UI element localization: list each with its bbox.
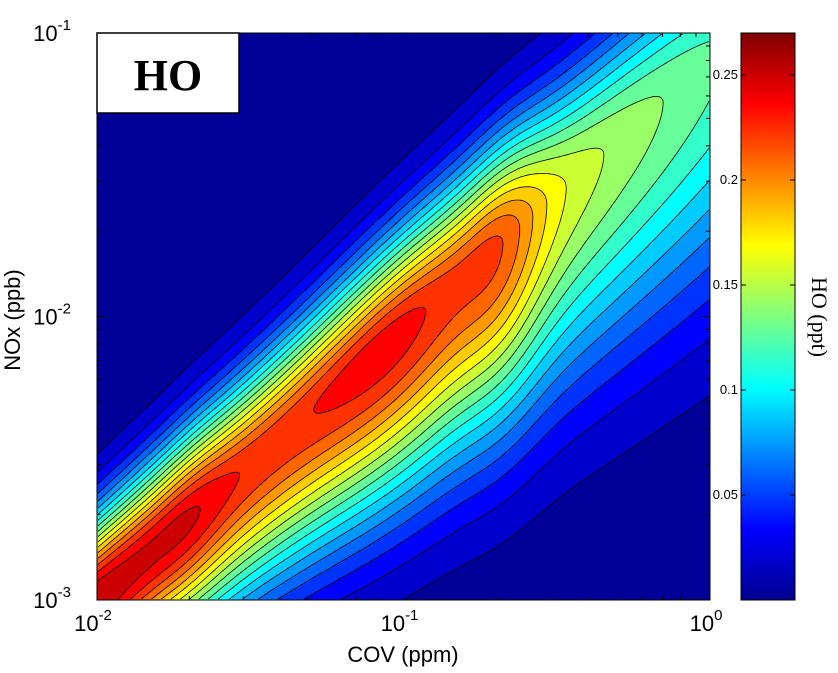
y-tick-label: 10-3: [33, 584, 71, 613]
plot-area: 10-2 10-1 100 10-310-210-1: [33, 17, 722, 636]
colorbar-ticks: 0.05 0.1 0.15 0.2 0.25: [713, 67, 795, 502]
x-axis-label: COV (ppm): [347, 642, 458, 667]
colorbar-tick-label: 0.2: [720, 172, 738, 187]
colorbar-tick-label: 0.05: [713, 487, 738, 502]
colorbar-tick-label: 0.15: [713, 277, 738, 292]
contour-line: [97, 173, 567, 600]
colorbar-gradient: [740, 32, 796, 601]
x-tick-label: 10-1: [381, 607, 419, 636]
contour-field: [97, 33, 710, 600]
contour-line: [97, 33, 710, 600]
contour-line: [97, 33, 710, 600]
y-tick-label: 10-1: [33, 17, 71, 46]
contour-line: [97, 33, 710, 600]
contour-line: [97, 186, 548, 600]
colorbar: 0.05 0.1 0.15 0.2 0.25 HO (ppt): [713, 32, 832, 601]
contour-line: [97, 33, 710, 600]
y-tick-label: 10-2: [33, 301, 71, 330]
contour-line: [97, 506, 201, 600]
contour-lines: [97, 33, 710, 600]
contour-line: [97, 33, 710, 600]
contour-line: [97, 199, 534, 600]
x-tick-label: 100: [690, 607, 723, 636]
x-tick-label: 10-2: [74, 607, 112, 636]
colorbar-tick-label: 0.25: [713, 67, 738, 82]
chart-title: HO: [134, 51, 202, 100]
y-axis-label: NOx (ppb): [0, 269, 25, 370]
contour-line: [97, 147, 605, 600]
title-box: HO: [96, 32, 240, 114]
contour-line: [97, 307, 427, 600]
contour-line: [97, 41, 710, 600]
colorbar-tick-label: 0.1: [720, 382, 738, 397]
contour-line: [97, 214, 521, 600]
x-axis-ticks: 10-2 10-1 100: [74, 33, 722, 636]
colorbar-label: HO (ppt): [807, 277, 832, 357]
contour-line: [97, 235, 504, 600]
contour-line: [97, 96, 664, 600]
contour-line: [97, 33, 710, 600]
contour-line: [97, 33, 710, 600]
